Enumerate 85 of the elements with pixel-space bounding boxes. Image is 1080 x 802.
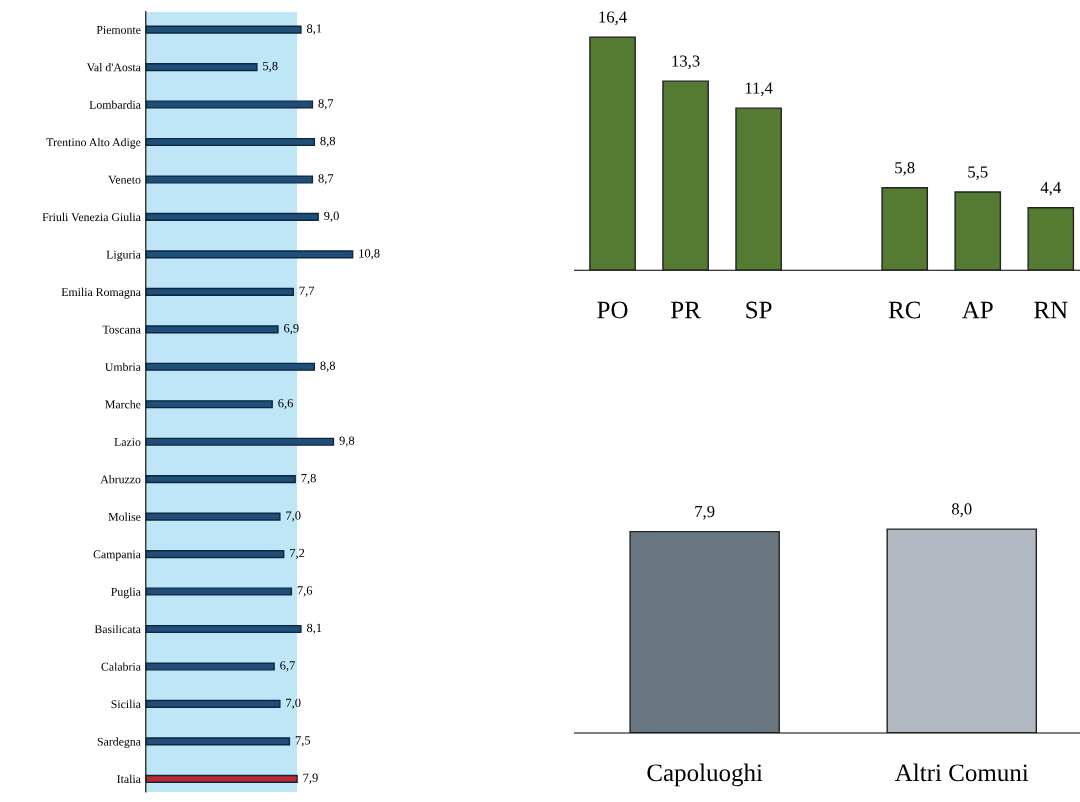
bar	[145, 175, 314, 184]
bar	[145, 437, 335, 446]
data-label: 8,8	[320, 361, 336, 372]
bar	[145, 212, 319, 221]
data-label: 7,5	[295, 736, 311, 747]
data-label: 5,5	[968, 166, 988, 180]
data-label: 10,8	[359, 249, 380, 260]
y-tick-label: Sicilia	[111, 699, 141, 709]
data-label: 13,3	[672, 55, 700, 70]
x-tick-label: Altri Comuni	[894, 763, 1029, 782]
bar	[145, 400, 273, 409]
y-tick-label: Molise	[108, 512, 141, 521]
y-tick-label: Friuli Venezia Giulia	[42, 212, 141, 222]
data-label: 9,0	[324, 211, 339, 222]
data-label: 7,2	[290, 548, 305, 560]
data-label: 7,8	[301, 473, 316, 485]
data-label: 8,7	[318, 174, 334, 185]
bar	[145, 250, 354, 259]
bar	[145, 100, 314, 109]
y-tick-label: Veneto	[108, 175, 141, 184]
x-tick-label: RC	[888, 301, 920, 319]
y-tick-label: Marche	[105, 400, 141, 409]
x-tick-label: Capoluoghi	[647, 763, 763, 787]
y-tick-label: Piemonte	[96, 25, 141, 34]
bar	[145, 662, 275, 671]
data-label: 5,8	[895, 162, 915, 176]
bar	[145, 63, 258, 72]
bar	[662, 80, 709, 271]
y-tick-label: Italia	[117, 774, 141, 784]
bar	[735, 107, 782, 271]
data-label: 4,4	[1040, 182, 1061, 196]
data-label: 7,9	[303, 773, 318, 784]
y-tick-label: Lazio	[114, 437, 141, 446]
data-label: 8,1	[306, 623, 322, 634]
bar	[145, 325, 279, 334]
y-tick-label: Toscana	[102, 325, 141, 334]
y-tick-label: Val d'Aosta	[86, 62, 141, 72]
y-tick-label: Trentino Alto Adige	[46, 137, 141, 149]
bar	[145, 774, 298, 783]
bar	[1027, 207, 1075, 271]
data-label: 6,7	[280, 661, 295, 672]
x-tick-label: SP	[746, 301, 772, 319]
x-tick-label: AP	[962, 301, 993, 319]
data-label: 8,8	[320, 136, 336, 147]
bar	[145, 587, 293, 596]
y-tick-label: Calabria	[101, 662, 141, 671]
data-label: 8,1	[306, 24, 322, 35]
data-label: 8,7	[318, 99, 334, 110]
bar	[145, 699, 281, 709]
y-tick-label: Lombardia	[89, 100, 141, 109]
data-label: 5,8	[263, 61, 278, 72]
y-tick-label: Campania	[93, 550, 141, 561]
data-label: 7,7	[299, 286, 315, 297]
y-tick-label: Abruzzo	[100, 475, 141, 484]
y-tick-label: Puglia	[111, 587, 141, 599]
bar	[145, 475, 296, 484]
y-tick-label: Sardegna	[97, 737, 141, 749]
x-tick-label: PO	[597, 301, 628, 319]
data-label: 8,0	[951, 503, 972, 518]
bar	[145, 550, 285, 559]
bar	[145, 362, 316, 371]
bar	[145, 137, 316, 147]
bar	[954, 191, 1002, 271]
y-tick-label: Emilia Romagna	[61, 287, 141, 299]
bar	[589, 36, 636, 271]
data-label: 7,0	[286, 511, 301, 522]
bar	[145, 737, 291, 746]
x-tick-label: PR	[671, 301, 701, 319]
data-label: 7,9	[695, 505, 715, 520]
data-label: 7,6	[297, 586, 313, 597]
data-label: 6,9	[284, 324, 299, 335]
data-label: 9,8	[339, 436, 355, 447]
bar	[145, 287, 294, 296]
bar	[145, 512, 281, 521]
data-label: 11,4	[745, 82, 773, 97]
bar	[881, 187, 929, 271]
bar	[145, 25, 302, 34]
y-tick-label: Basilicata	[94, 624, 141, 634]
y-tick-label: Liguria	[106, 250, 141, 262]
y-tick-label: Umbria	[105, 362, 141, 371]
x-tick-label: RN	[1034, 301, 1068, 319]
data-label: 7,0	[286, 698, 301, 709]
data-label: 16,4	[599, 11, 627, 25]
data-label: 6,6	[278, 398, 294, 410]
bar	[145, 624, 302, 634]
